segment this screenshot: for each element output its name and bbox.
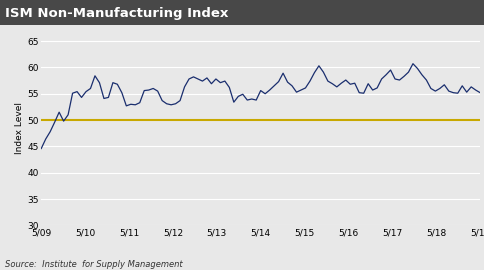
Text: ISM Non-Manufacturing Index: ISM Non-Manufacturing Index [5, 7, 228, 20]
Text: Source:  Institute  for Supply Management: Source: Institute for Supply Management [5, 260, 182, 269]
Y-axis label: Index Level: Index Level [15, 102, 24, 154]
